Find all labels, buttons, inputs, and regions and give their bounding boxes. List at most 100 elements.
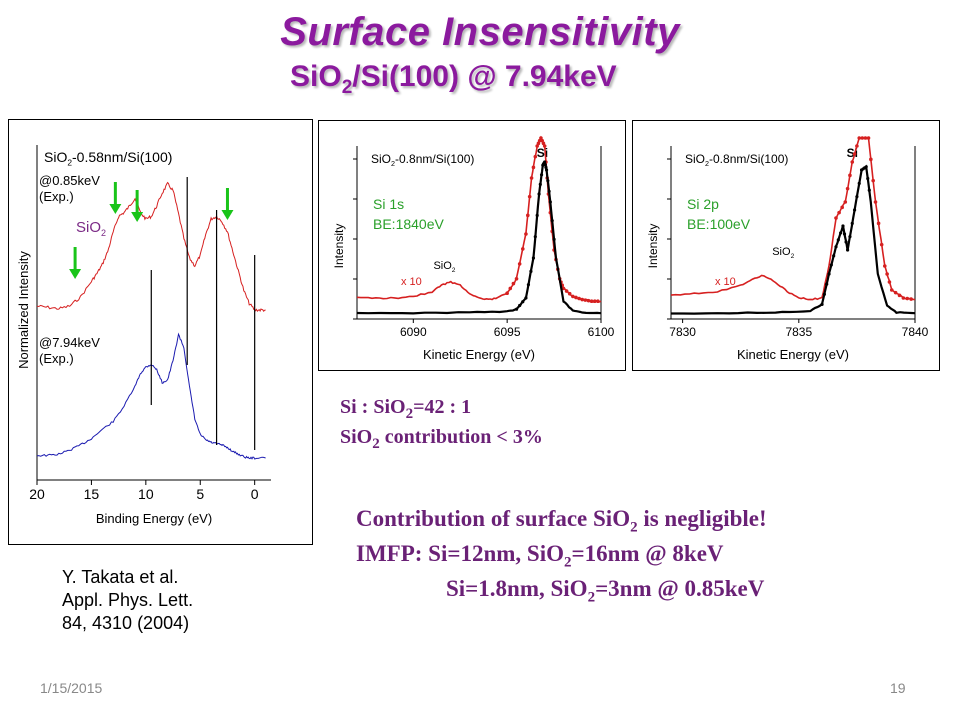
slide-number: 19 — [890, 680, 906, 696]
series-point-x10 — [860, 136, 865, 140]
series-point-si — [850, 221, 854, 225]
series-point-si — [543, 160, 547, 164]
series-point-si — [537, 192, 541, 196]
conclusion-text: Contribution of surface SiO2 is negligib… — [356, 506, 767, 536]
series-point-x10 — [567, 291, 572, 296]
x-tick-label: 7835 — [785, 325, 812, 339]
series-point-x10 — [909, 297, 913, 301]
series-point-x10 — [882, 264, 887, 268]
series-point-si — [538, 182, 542, 186]
series-point-x10 — [905, 296, 910, 301]
series-point-x10 — [561, 286, 566, 291]
series-point-si — [550, 219, 554, 223]
scale-label: x 10 — [715, 276, 736, 288]
series-line-0p85kev — [36, 181, 266, 313]
series-point-x10 — [852, 152, 857, 156]
series-point-x10 — [586, 298, 591, 303]
chart-label: SiO2-0.8nm/Si(100) — [685, 152, 788, 168]
series-point-x10 — [564, 289, 569, 293]
series-point-si — [867, 188, 871, 192]
series-point-x10 — [511, 281, 516, 286]
series-point-x10 — [520, 247, 525, 251]
series-line-si — [671, 164, 916, 315]
series-point-x10 — [536, 141, 541, 146]
series-point-x10 — [508, 286, 513, 291]
series-point-si — [834, 245, 838, 249]
series-point-x10 — [529, 176, 534, 180]
series-point-si — [514, 307, 519, 311]
x-tick-label: 5 — [196, 486, 204, 502]
series-point-x10 — [850, 160, 855, 164]
x-tick-label: 20 — [29, 486, 45, 502]
series-point-x10 — [583, 298, 588, 302]
series-point-si — [866, 176, 870, 181]
series-label: (Exp.) — [39, 189, 74, 204]
series-label: (Exp.) — [39, 351, 74, 366]
series-point-si — [848, 235, 852, 239]
x-tick-label: 7830 — [669, 325, 696, 339]
series-point-si — [544, 165, 548, 169]
citation: Y. Takata et al. Appl. Phys. Lett. 84, 4… — [62, 566, 193, 635]
series-point-x10 — [887, 280, 892, 284]
green-arrow-head — [221, 210, 234, 220]
series-point-x10 — [514, 277, 519, 281]
series-point-si — [531, 256, 536, 260]
series-point-x10 — [535, 144, 539, 148]
series-point-si — [546, 179, 550, 183]
core-level-label: Si 2p — [687, 196, 719, 212]
series-point-x10 — [571, 294, 575, 299]
series-point-x10 — [580, 297, 585, 302]
series-point-x10 — [871, 178, 875, 183]
series-point-x10 — [840, 205, 844, 210]
series-point-x10 — [596, 299, 600, 303]
series-line-si — [356, 160, 602, 315]
series-point-x10 — [542, 144, 547, 148]
chart-label: SiO2-0.58nm/Si(100) — [44, 149, 172, 168]
series-point-x10 — [834, 216, 838, 220]
series-point-si — [529, 269, 533, 273]
series-point-x10 — [577, 296, 581, 301]
binding-energy-label: BE:100eV — [687, 216, 751, 232]
series-point-x10 — [524, 232, 528, 236]
y-axis-label: Intensity — [646, 224, 660, 269]
peak-label: Si — [847, 146, 858, 160]
series-point-si — [846, 248, 850, 252]
series-point-x10 — [879, 242, 884, 247]
ratio-text: Si : SiO2=42 : 1 — [340, 396, 472, 422]
series-point-si — [533, 235, 537, 239]
slide-subtitle: SiO2/Si(100) @ 7.94keV — [290, 60, 617, 98]
series-point-x10 — [592, 299, 597, 303]
chart-si1s: 6090 6095 6100 Kinetic Energy (eV) Intensity… — [332, 135, 615, 362]
series-point-x10 — [526, 213, 530, 218]
chart-si2p-panel: 7830 7835 7840 Kinetic Energy (eV) Intensity… — [632, 120, 940, 371]
chart-binding-energy-panel: 20 15 10 5 0 Binding Energy (eV) Normalized In… — [8, 119, 313, 545]
series-point-si — [548, 200, 552, 204]
series-point-si — [827, 272, 831, 276]
chart-si2p: 7830 7835 7840 Kinetic Energy (eV) Intensity… — [646, 136, 929, 362]
core-level-label: Si 1s — [373, 196, 404, 212]
series-point-x10 — [857, 136, 862, 140]
series-point-x10 — [541, 141, 546, 146]
slide-title: Surface Insensitivity — [280, 10, 680, 54]
series-label: @0.85keV — [39, 173, 100, 188]
series-point-si — [842, 232, 847, 236]
series-point-si — [825, 282, 829, 286]
series-point-si — [552, 237, 556, 241]
y-axis-label: Normalized Intensity — [16, 251, 31, 369]
chart-label: SiO2-0.8nm/Si(100) — [371, 152, 474, 168]
x-tick-label: 6095 — [494, 325, 521, 339]
series-point-x10 — [855, 144, 859, 148]
series-point-si — [518, 303, 522, 308]
series-point-si — [855, 195, 859, 199]
series-label: @7.94keV — [39, 335, 100, 350]
x-tick-label: 10 — [138, 486, 154, 502]
imfp-line-2: Si=1.8nm, SiO2=3nm @ 0.85keV — [446, 576, 765, 606]
series-point-x10 — [531, 165, 536, 170]
chart-si1s-panel: 6090 6095 6100 Kinetic Energy (eV) Intensity… — [318, 120, 626, 371]
series-point-si — [820, 302, 824, 306]
x-tick-label: 15 — [84, 486, 100, 502]
series-point-x10 — [540, 138, 544, 143]
series-point-si — [543, 163, 547, 167]
green-arrow-head — [131, 212, 144, 222]
series-point-si — [836, 238, 840, 242]
